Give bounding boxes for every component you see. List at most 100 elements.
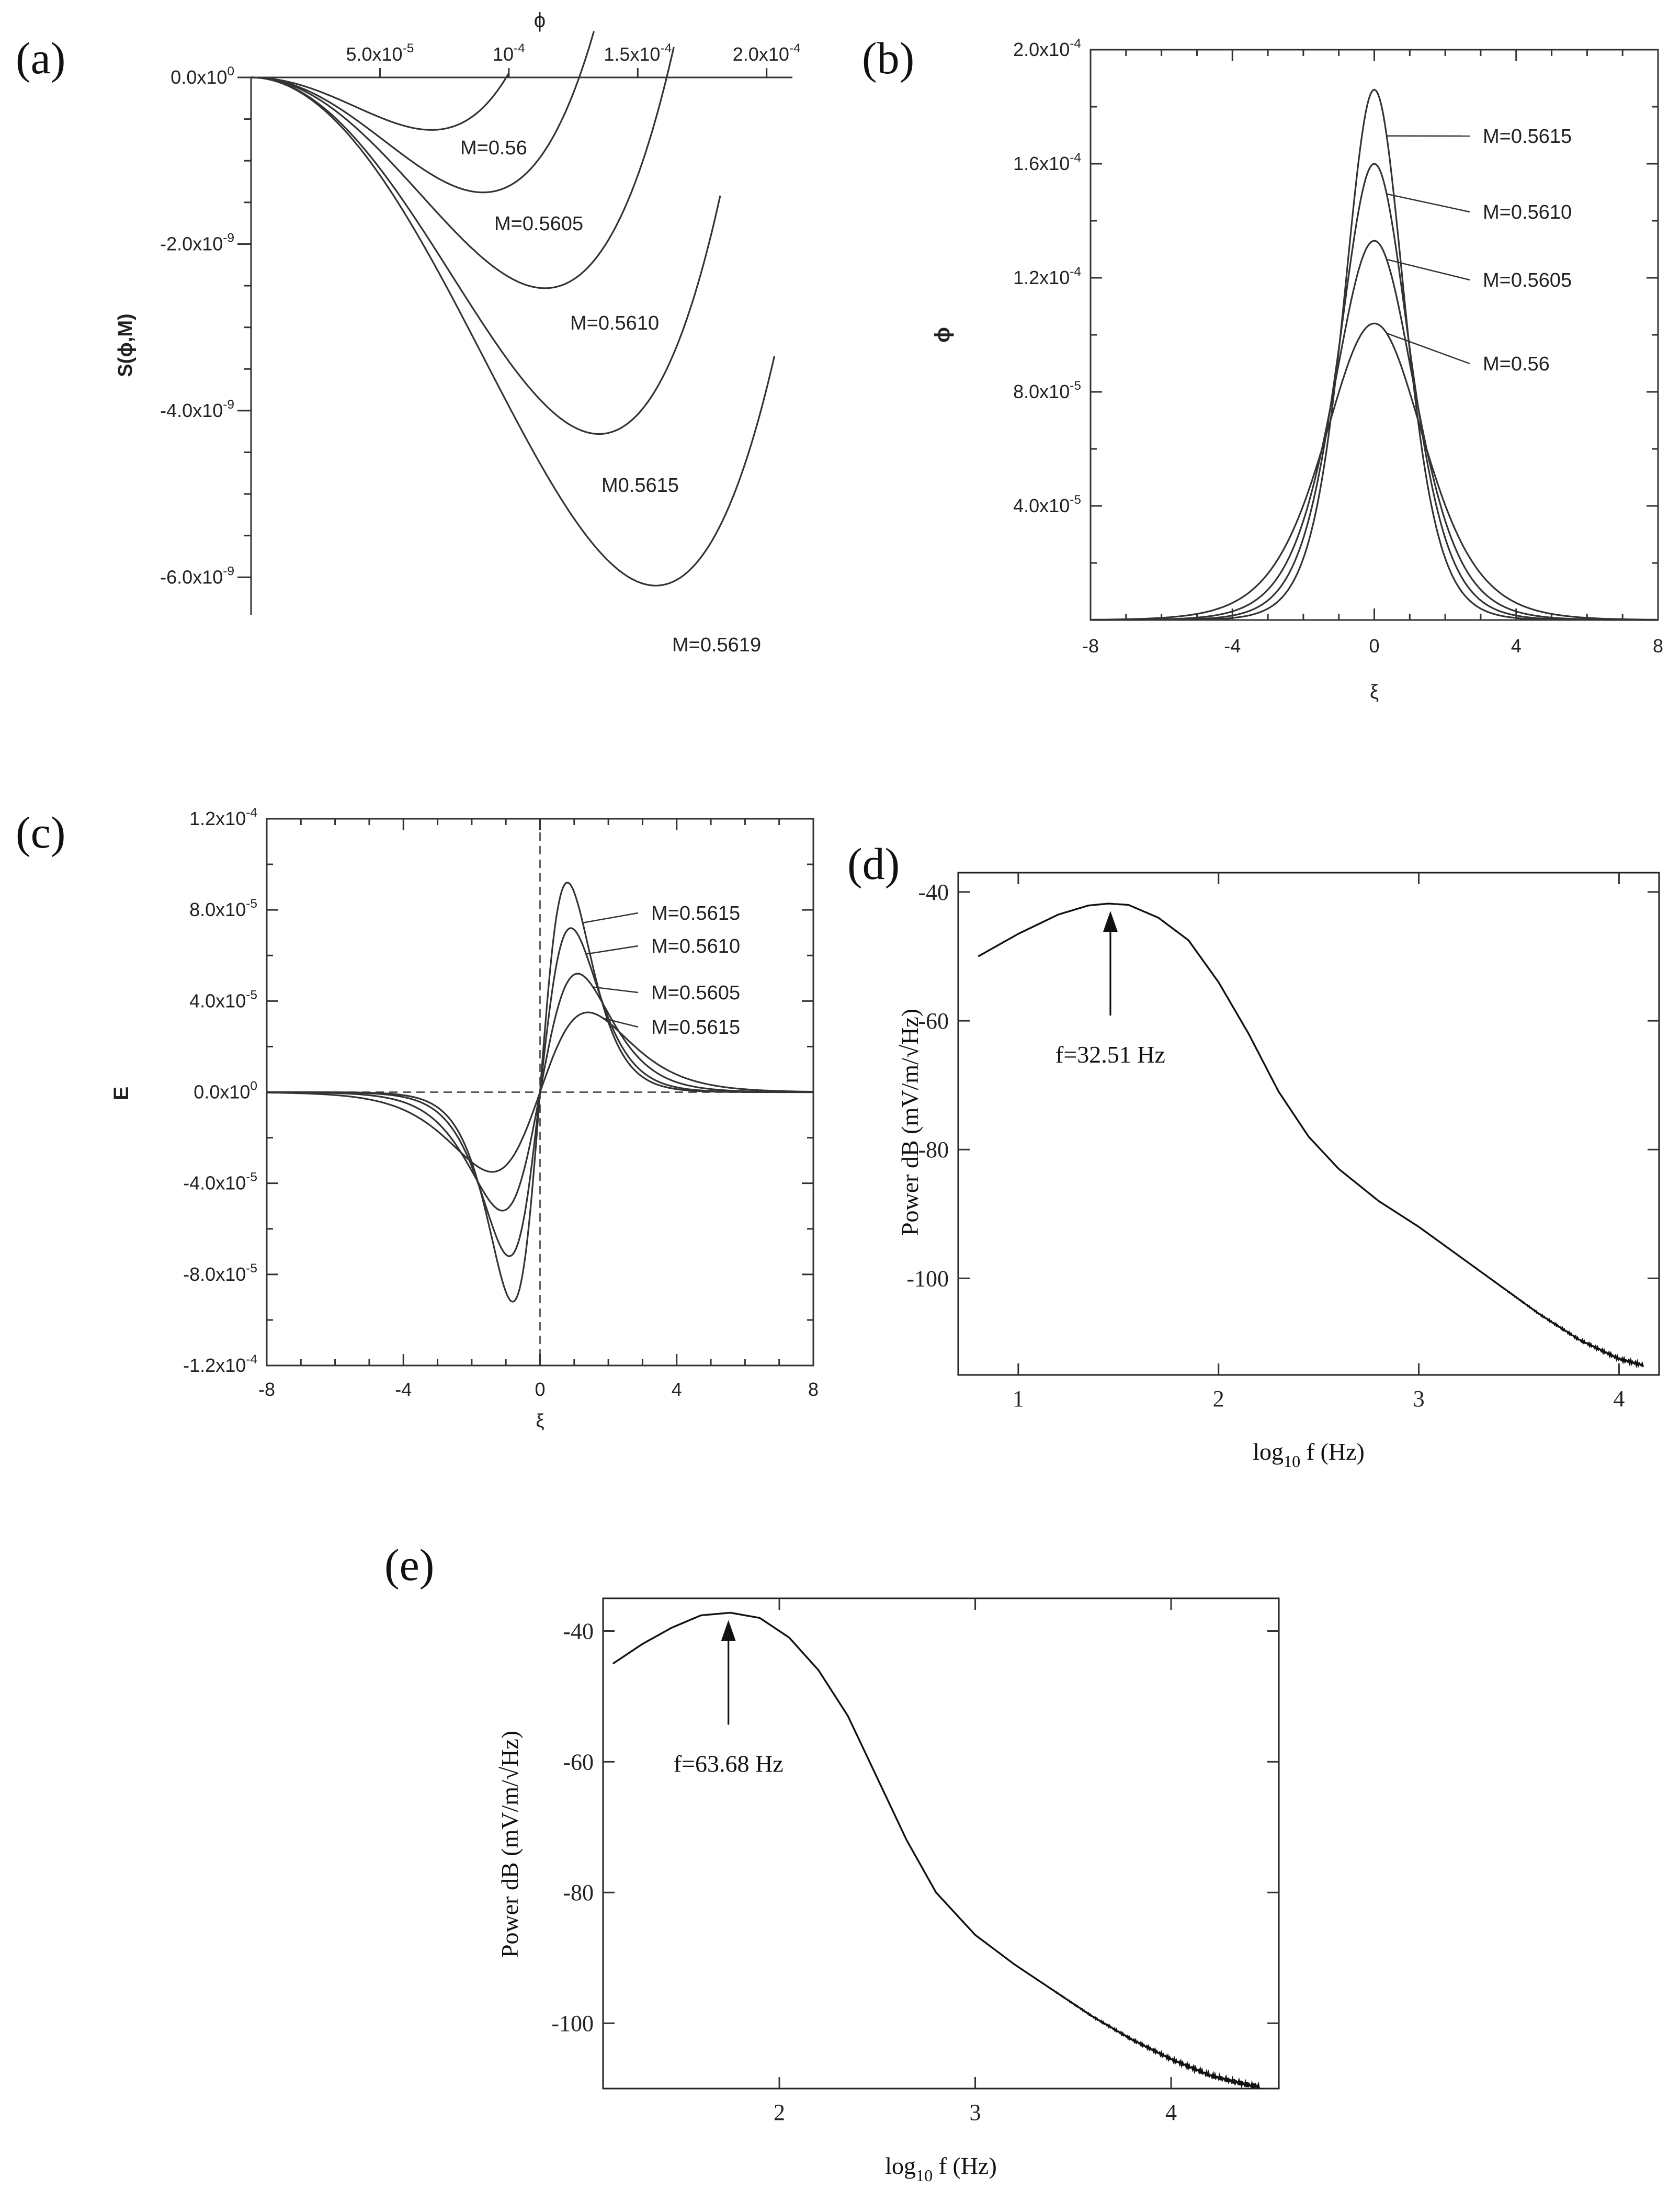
spectrum-line-d — [978, 902, 1644, 1369]
plot-frame-e — [602, 1597, 1280, 2090]
y-tick-label-e: -60 — [563, 1749, 594, 1775]
y-tick-label-b: 1.6x10-4 — [1013, 151, 1081, 174]
y-tick-label-d: -40 — [918, 879, 949, 905]
chart-d: 1 2 3 4 -40 -60 -80 -100 log10 f (Hz) Power dB (m… — [896, 872, 1660, 1471]
y-tick-label-a: 0.0x100 — [171, 64, 234, 88]
x-tick-label-b: 8 — [1653, 635, 1663, 657]
y-tick-label-c: -8.0x10-5 — [183, 1261, 257, 1285]
series-line-c — [267, 1011, 813, 1173]
x-tick-label-d: 4 — [1613, 1386, 1625, 1412]
series-label-c: M=0.5615 — [651, 902, 740, 924]
chart-e: 2 3 4 -40 -60 -80 -100 log10 f (Hz) Power dB (mV… — [496, 1597, 1280, 2185]
y-tick-label-c: 4.0x10-5 — [189, 988, 257, 1011]
x-axis-label-b: ξ — [1370, 681, 1379, 703]
x-axis-label-c: ξ — [536, 1410, 544, 1431]
x-tick-label-e: 3 — [970, 2100, 981, 2125]
x-tick-label-c: -8 — [258, 1379, 275, 1400]
panel-label-c: (c) — [16, 807, 65, 858]
x-tick-label-b: -4 — [1224, 635, 1241, 657]
series-label-a: M=0.5605 — [494, 213, 583, 235]
x-tick-label-c: 8 — [808, 1379, 819, 1400]
series-line-a — [251, 76, 776, 586]
leader-line-c — [603, 1018, 639, 1028]
panel-label-b: (b) — [862, 33, 914, 83]
series-label-b: M=0.5605 — [1483, 269, 1572, 291]
x-tick-label-c: -4 — [395, 1379, 412, 1400]
series-label-a: M0.5615 — [601, 475, 679, 497]
y-tick-label-e: -100 — [551, 2011, 594, 2036]
x-tick-label-a: 2.0x10-4 — [733, 41, 801, 65]
leader-line-b — [1386, 332, 1470, 365]
y-tick-label-d: -100 — [906, 1266, 949, 1291]
x-tick-label-e: 2 — [774, 2100, 785, 2125]
chart-b: -8 -4 0 4 8 ξ 4.0x10-5 8.0x10-5 1.2x10-4 1.6x10-4… — [931, 37, 1663, 703]
series-line-a — [251, 31, 595, 194]
series-line-a — [251, 47, 675, 289]
y-tick-label-b: 8.0x10-5 — [1013, 379, 1081, 402]
y-tick-label-b: 1.2x10-4 — [1013, 265, 1081, 288]
series-label-c: M=0.5610 — [651, 935, 740, 957]
x-tick-label-d: 2 — [1213, 1386, 1224, 1412]
y-tick-label-c: 1.2x10-4 — [189, 806, 257, 829]
panel-label-a: (a) — [16, 33, 65, 83]
y-tick-label-a: -6.0x10-9 — [160, 564, 234, 588]
x-tick-label-c: 4 — [672, 1379, 682, 1400]
leader-line-c — [582, 912, 639, 924]
y-tick-label-a: -4.0x10-9 — [160, 398, 234, 421]
chart-a: 5.0x10-5 10-4 1.5x10-4 2.0x10-4 ϕ 0.0x100 -2.0… — [115, 9, 801, 656]
x-tick-label-b: 0 — [1369, 635, 1379, 657]
series-label-c: M=0.5615 — [651, 1017, 740, 1039]
panel-label-e: (e) — [384, 1540, 434, 1590]
panel-label-d: (d) — [847, 839, 900, 889]
y-tick-label-e: -80 — [563, 1880, 594, 1905]
series-label-b: M=0.56 — [1483, 353, 1550, 375]
series-line-a — [251, 72, 510, 131]
annotation-arrow-head-d — [1103, 911, 1118, 932]
x-tick-label-d: 3 — [1413, 1386, 1425, 1412]
y-axis-label-a: S(ϕ,M) — [115, 313, 137, 377]
x-tick-label-b: 4 — [1511, 635, 1522, 657]
series-label-b: M=0.5615 — [1483, 126, 1572, 148]
x-tick-label-d: 1 — [1013, 1386, 1024, 1412]
chart-c: -8 -4 0 4 8 ξ 1.2x10-4 8.0x10-5 4.0x10-5 0.0x100 -… — [110, 806, 819, 1431]
y-axis-label-d: Power dB (mV/m/√Hz) — [896, 1009, 923, 1236]
series-line-b — [1091, 88, 1658, 621]
y-tick-label-a: -2.0x10-9 — [160, 231, 234, 254]
plot-frame-b — [1089, 49, 1659, 621]
annotation-arrow-head-e — [721, 1620, 736, 1641]
annotation-label-e: f=63.68 Hz — [674, 1750, 784, 1777]
y-tick-label-e: -40 — [563, 1618, 594, 1644]
x-tick-label-a: 10-4 — [493, 41, 525, 65]
leader-line-c — [593, 986, 639, 994]
x-axis-label-e: log10 f (Hz) — [885, 2152, 997, 2185]
y-tick-label-b: 2.0x10-4 — [1013, 37, 1081, 60]
y-tick-label-b: 4.0x10-5 — [1013, 493, 1081, 516]
plot-frame-d — [957, 872, 1660, 1376]
series-label-b: M=0.5610 — [1483, 201, 1572, 223]
y-tick-label-c: 0.0x100 — [194, 1079, 257, 1103]
leader-line-b — [1386, 258, 1470, 281]
series-line-b — [1091, 163, 1658, 621]
x-axis-label-d: log10 f (Hz) — [1253, 1438, 1365, 1471]
series-label-a: M=0.56 — [460, 137, 527, 159]
y-tick-label-d: -80 — [918, 1137, 949, 1163]
series-label-a: M=0.5610 — [570, 312, 659, 334]
series-label-a: M=0.5619 — [672, 634, 761, 656]
x-tick-label-c: 0 — [535, 1379, 545, 1400]
x-tick-label-b: -8 — [1082, 635, 1099, 657]
x-tick-label-e: 4 — [1165, 2100, 1177, 2125]
series-line-b — [1091, 240, 1658, 621]
y-tick-label-c: -4.0x10-5 — [183, 1170, 257, 1194]
y-axis-label-c: E — [110, 1087, 133, 1101]
spectrum-line-e — [612, 1611, 1261, 2090]
x-axis-label-a: ϕ — [534, 9, 546, 32]
series-line-a — [251, 76, 721, 435]
y-axis-label-b: ϕ — [931, 327, 954, 343]
leader-line-b — [1386, 193, 1470, 213]
x-tick-label-a: 1.5x10-4 — [604, 41, 672, 65]
y-tick-label-c: 8.0x10-5 — [189, 897, 257, 920]
y-tick-label-d: -60 — [918, 1008, 949, 1034]
y-axis-label-e: Power dB (mV/m/√Hz) — [496, 1731, 523, 1958]
x-tick-label-a: 5.0x10-5 — [346, 41, 414, 65]
